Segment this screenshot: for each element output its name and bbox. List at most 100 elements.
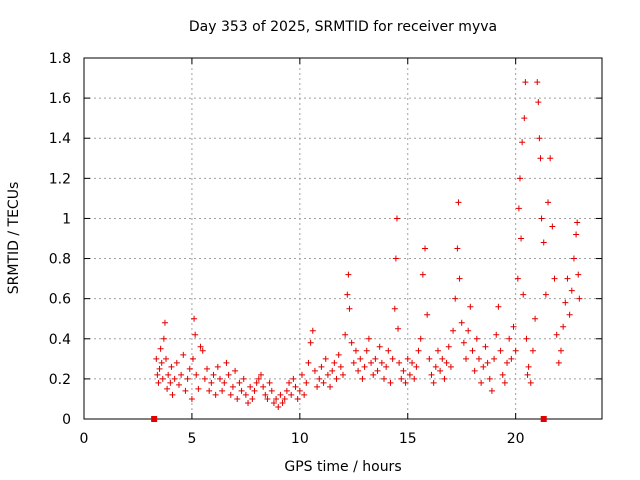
y-tick-label: 0.6: [49, 292, 71, 308]
data-point: [555, 359, 562, 366]
y-tick-label: 1.8: [49, 51, 71, 67]
data-point: [283, 387, 290, 394]
data-point: [247, 383, 254, 390]
data-point: [186, 365, 193, 372]
data-point: [257, 371, 264, 378]
x-tick-label: 5: [187, 431, 196, 447]
data-point: [395, 325, 402, 332]
data-point: [154, 371, 161, 378]
data-point: [495, 303, 502, 310]
data-point: [158, 359, 165, 366]
x-axis-label: GPS time / hours: [284, 459, 401, 475]
data-point: [566, 311, 573, 318]
data-point: [415, 347, 422, 354]
data-point: [560, 323, 567, 330]
data-point: [168, 363, 175, 370]
data-point: [201, 375, 208, 382]
data-point: [452, 295, 459, 302]
y-tick-label: 0: [62, 412, 71, 428]
x-tick-label: 10: [291, 431, 309, 447]
data-point: [245, 399, 252, 406]
data-point: [214, 363, 221, 370]
data-point: [514, 275, 521, 282]
data-point: [417, 335, 424, 342]
data-point: [348, 339, 355, 346]
data-point: [538, 215, 545, 222]
data-point: [557, 347, 564, 354]
data-point: [573, 231, 580, 238]
data-point: [229, 383, 236, 390]
gap-markers: [151, 416, 547, 422]
data-point: [508, 355, 515, 362]
data-point: [188, 395, 195, 402]
y-tick-label: 1.4: [49, 131, 71, 147]
x-tick-label: 15: [399, 431, 417, 447]
data-point: [212, 391, 219, 398]
axis-marker: [540, 416, 547, 422]
data-point: [189, 355, 196, 362]
data-point: [549, 223, 556, 230]
data-point: [562, 299, 569, 306]
data-point: [570, 255, 577, 262]
data-point: [350, 359, 357, 366]
data-point: [422, 245, 429, 252]
axis-ticks: [83, 57, 602, 420]
data-point: [475, 355, 482, 362]
data-point: [195, 385, 202, 392]
data-point: [275, 403, 282, 410]
data-point: [491, 355, 498, 362]
data-point: [307, 339, 314, 346]
data-point: [159, 375, 166, 382]
data-point: [506, 335, 513, 342]
data-point: [352, 347, 359, 354]
data-point: [169, 391, 176, 398]
tick-labels: 0 0.2 0.4 0.6 0.8 1 1.2 1.4 1.6 1.8 0 5 10 15 20: [49, 51, 525, 447]
data-point: [324, 371, 331, 378]
data-point: [545, 199, 552, 206]
data-point: [314, 383, 321, 390]
data-point: [345, 271, 352, 278]
data-point: [527, 379, 534, 386]
data-point: [547, 155, 554, 162]
data-point: [398, 375, 405, 382]
data-point: [346, 305, 353, 312]
chart-title: Day 353 of 2025, SRMTID for receiver myv…: [189, 19, 497, 35]
data-point: [455, 199, 462, 206]
data-point: [456, 275, 463, 282]
data-point: [553, 331, 560, 338]
data-point: [529, 347, 536, 354]
data-point: [264, 395, 271, 402]
data-point: [409, 359, 416, 366]
data-point: [344, 291, 351, 298]
data-point: [331, 359, 338, 366]
data-point: [568, 287, 575, 294]
data-point: [327, 383, 334, 390]
data-point: [406, 371, 413, 378]
data-point: [234, 395, 241, 402]
data-point: [164, 385, 171, 392]
data-point: [333, 375, 340, 382]
data-point: [249, 395, 256, 402]
data-point: [551, 275, 558, 282]
data-point: [153, 355, 160, 362]
data-point: [393, 215, 400, 222]
data-point: [520, 291, 527, 298]
data-point: [499, 371, 506, 378]
y-tick-label: 0.4: [49, 332, 71, 348]
data-point: [480, 363, 487, 370]
data-point: [493, 331, 500, 338]
data-point: [504, 359, 511, 366]
data-point: [534, 79, 541, 86]
data-point: [426, 355, 433, 362]
data-point: [340, 371, 346, 378]
data-point: [262, 391, 269, 398]
data-point: [329, 367, 336, 374]
data-point: [471, 367, 478, 374]
data-point: [439, 355, 446, 362]
data-point: [180, 351, 187, 358]
data-point: [537, 155, 544, 162]
data-point: [311, 367, 318, 374]
data-point: [223, 359, 230, 366]
data-point: [458, 319, 465, 326]
